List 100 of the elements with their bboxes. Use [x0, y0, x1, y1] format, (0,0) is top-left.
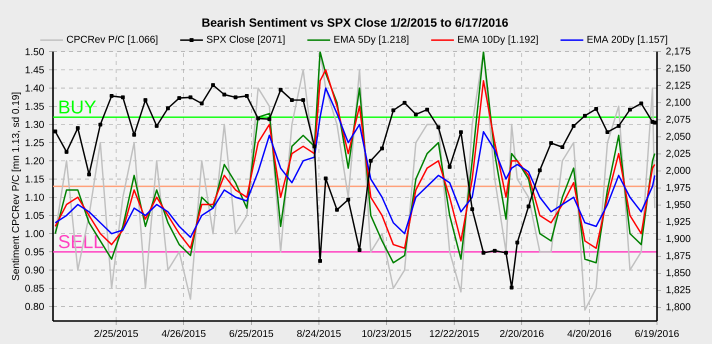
- y-tick-label: 1.00: [26, 230, 44, 238]
- point: [132, 132, 136, 137]
- point: [560, 145, 564, 150]
- y-tick-label: 1.40: [26, 84, 44, 92]
- y-tick-label: 1.25: [26, 139, 44, 146]
- y-tick-label: 1.50: [26, 48, 44, 56]
- point: [335, 208, 339, 212]
- point: [436, 125, 440, 130]
- point: [98, 122, 102, 127]
- point: [267, 117, 272, 122]
- y2-tick-label: 1,900: [666, 235, 690, 244]
- y2-tick-label: 2,025: [666, 150, 690, 158]
- y2-tick-label: 1,875: [666, 252, 690, 260]
- point: [594, 107, 598, 111]
- point: [166, 106, 170, 110]
- x-tick-label: 4/20/2016: [567, 330, 612, 338]
- point: [278, 88, 283, 92]
- x-tick-label: 8/24/2015: [297, 330, 341, 338]
- y2-tick-label: 2,175: [666, 48, 690, 56]
- point: [312, 144, 316, 148]
- x-tick-label: 6/19/2016: [635, 330, 679, 338]
- point: [177, 96, 182, 100]
- ref-line-label: BUY: [60, 100, 96, 114]
- point: [402, 100, 407, 105]
- point: [628, 108, 632, 112]
- point: [53, 130, 58, 134]
- point: [64, 150, 68, 154]
- point: [538, 168, 542, 172]
- point: [368, 158, 373, 163]
- y2-tick-label: 2,050: [666, 132, 690, 142]
- point: [234, 95, 238, 100]
- point: [154, 124, 159, 128]
- legend-label: SPX Close [2071]: [206, 35, 285, 45]
- y2-tick-label: 1,850: [666, 269, 690, 278]
- point: [482, 250, 486, 255]
- y-tick-label: 1.20: [26, 157, 44, 164]
- point: [391, 108, 396, 112]
- point: [510, 286, 514, 290]
- y-tick-label: 1.15: [26, 176, 44, 183]
- x-tick-label: 2/20/2016: [500, 330, 544, 338]
- y2-tick-label: 1,975: [666, 184, 690, 192]
- y2-tick-label: 1,950: [666, 200, 690, 210]
- legend-label: EMA 20Dy [1.157]: [588, 35, 668, 45]
- point: [526, 204, 530, 208]
- legend-label: CPCRev P/C [1.066]: [66, 35, 158, 45]
- y2-tick-label: 2,150: [666, 64, 690, 73]
- y-tick-label: 1.45: [26, 66, 44, 74]
- y2-tick-label: 2,125: [666, 82, 690, 90]
- y2-tick-label: 1,925: [666, 218, 690, 226]
- y2-tick-label: 1,800: [666, 303, 690, 312]
- point: [504, 250, 508, 255]
- point: [459, 130, 463, 134]
- point: [120, 95, 125, 100]
- point: [358, 248, 362, 252]
- y-tick-label: 1.10: [26, 194, 44, 201]
- point: [211, 83, 215, 88]
- point: [470, 207, 474, 212]
- y-tick-label: 1.35: [26, 102, 44, 110]
- y-tick-label: 0.95: [25, 248, 44, 256]
- y-tick-label: 1.30: [26, 120, 44, 128]
- y-tick-label: 0.90: [25, 266, 44, 274]
- point: [324, 176, 328, 180]
- point: [616, 124, 621, 128]
- point: [188, 95, 192, 100]
- point: [318, 259, 322, 263]
- point: [425, 108, 430, 112]
- legend-label: EMA 5Dy [1.218]: [334, 35, 408, 45]
- point: [110, 94, 114, 98]
- y-tick-label: 0.85: [25, 284, 44, 292]
- line-series: [54, 69, 656, 249]
- point: [639, 102, 644, 106]
- y-tick-label: 0.80: [25, 302, 44, 310]
- point: [290, 98, 294, 102]
- point: [244, 94, 249, 98]
- point: [143, 98, 148, 102]
- point: [652, 120, 657, 125]
- x-tick-label: 2/25/2015: [94, 330, 138, 338]
- point: [87, 172, 91, 176]
- point: [200, 102, 204, 106]
- point: [346, 198, 350, 202]
- point: [76, 126, 80, 130]
- point: [605, 130, 610, 134]
- x-tick-label: 4/26/2015: [162, 330, 206, 338]
- legend-label: EMA 10Dy [1.192]: [458, 35, 538, 45]
- y-tick-label: 1.05: [26, 212, 44, 219]
- chart-title: Bearish Sentiment vs SPX Close 1/2/2015 to 6/17/2016: [202, 18, 508, 27]
- x-tick-label: 12/22/2015: [430, 330, 479, 338]
- x-tick-label: 6/25/2015: [230, 330, 274, 338]
- point: [414, 112, 418, 116]
- point: [256, 116, 260, 120]
- y2-tick-label: 1,825: [666, 286, 690, 294]
- y2-tick-label: 2,100: [666, 98, 690, 107]
- point: [572, 124, 576, 128]
- point: [222, 92, 226, 97]
- point: [515, 240, 520, 245]
- y2-tick-label: 2,000: [666, 166, 690, 176]
- line-series: [54, 52, 656, 264]
- point: [448, 164, 452, 169]
- x-tick-label: 10/23/2015: [362, 330, 412, 338]
- point: [301, 98, 306, 102]
